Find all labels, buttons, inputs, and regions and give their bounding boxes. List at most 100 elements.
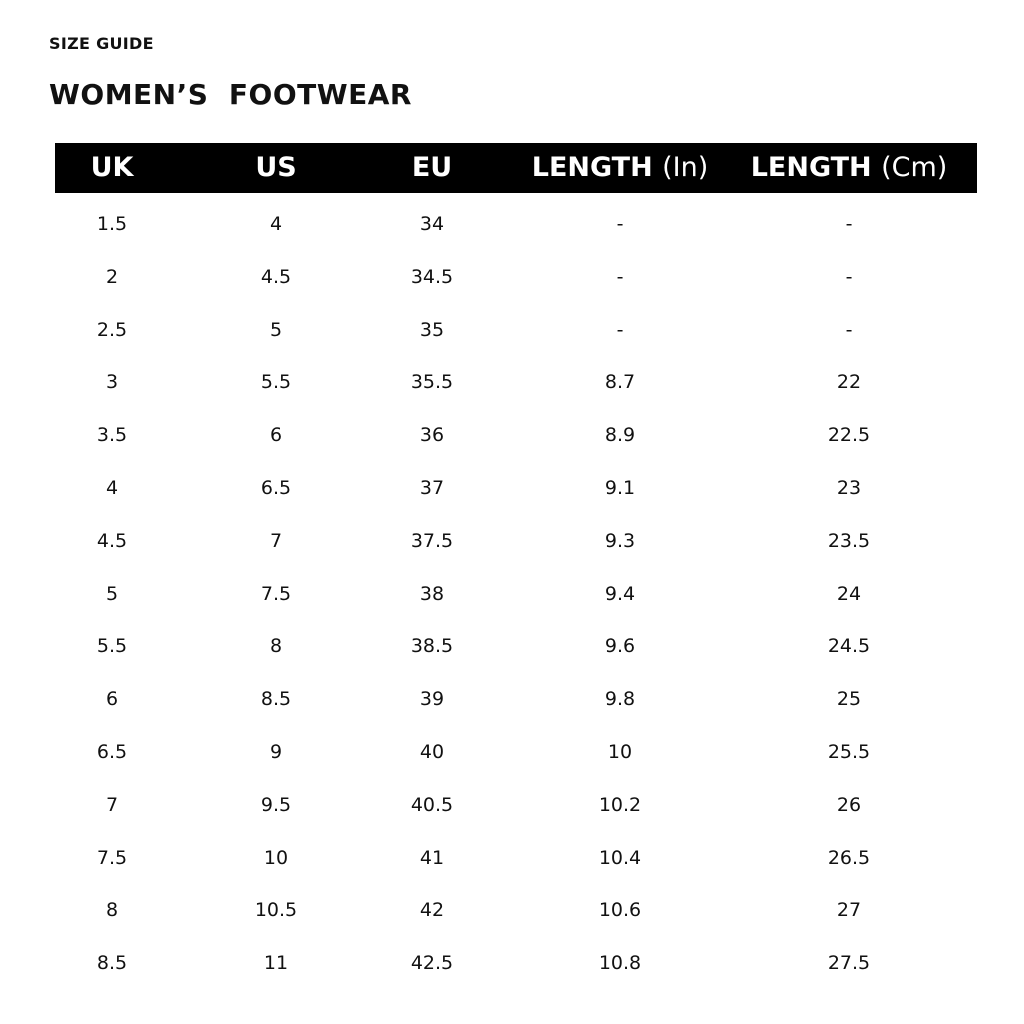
table-header: UK US EU LENGTH (In) LENGTH (Cm) [55, 143, 977, 193]
section-kicker: SIZE GUIDE [49, 34, 154, 53]
table-cell: 4.5 [96, 529, 128, 552]
table-cell: 25 [836, 688, 862, 711]
table-cell: 42.5 [410, 952, 454, 975]
table-cell: 9.3 [604, 529, 636, 552]
table-row: 4 6.5 37 9.1 23 [0, 477, 1024, 507]
table-cell: 35 [419, 318, 445, 341]
table-cell: 27 [836, 899, 862, 922]
table-cell: 9.8 [604, 688, 636, 711]
table-cell: 1.5 [96, 213, 128, 235]
column-header-unit: (Cm) [881, 152, 948, 183]
table-cell: 27.5 [827, 952, 871, 975]
table-row: 2.5 5 35 - - [0, 319, 1024, 349]
table-cell: 10.8 [598, 952, 642, 975]
table-row: 5 7.5 38 9.4 24 [0, 583, 1024, 613]
table-cell: 38.5 [410, 635, 454, 658]
table-cell: 6 [269, 424, 283, 447]
column-header-label: LENGTH [750, 152, 872, 183]
column-header: EU [412, 143, 452, 193]
table-row: 8 10.5 42 10.6 27 [0, 899, 1024, 929]
table-cell: 9.5 [260, 793, 292, 816]
table-cell: 5 [105, 582, 119, 605]
table-cell: 34.5 [410, 265, 454, 288]
table-cell: 6.5 [260, 477, 292, 499]
table-cell: 23.5 [827, 529, 871, 552]
table-cell: 5.5 [96, 635, 128, 658]
table-cell: 4 [269, 213, 283, 235]
table-row: 8.5 11 42.5 10.8 27.5 [0, 952, 1024, 982]
column-header-unit: (In) [662, 152, 709, 183]
table-cell: 36 [419, 424, 445, 447]
table-cell: 34 [419, 213, 445, 235]
table-row: 6 8.5 39 9.8 25 [0, 688, 1024, 718]
table-cell: 8.7 [604, 371, 636, 394]
table-row: 5.5 8 38.5 9.6 24.5 [0, 635, 1024, 665]
table-cell: 24 [836, 582, 862, 605]
table-row: 4.5 7 37.5 9.3 23.5 [0, 530, 1024, 560]
table-cell: 9 [269, 741, 283, 763]
table-cell: 9.6 [604, 635, 636, 658]
table-cell: 24.5 [827, 635, 871, 658]
table-cell: 4 [105, 477, 119, 499]
table-cell: 38 [419, 582, 445, 605]
table-cell: 8 [269, 635, 283, 658]
page-title: WOMEN’S FOOTWEAR [49, 78, 412, 111]
column-header-label: UK [90, 152, 134, 183]
table-cell: - [616, 265, 624, 288]
table-cell: - [616, 213, 624, 235]
table-cell: 3.5 [96, 424, 128, 447]
table-cell: 10 [263, 846, 289, 869]
table-row: 7.5 10 41 10.4 26.5 [0, 847, 1024, 877]
table-cell: 2.5 [96, 318, 128, 341]
table-cell: 22 [836, 371, 862, 394]
table-cell: 25.5 [827, 741, 871, 763]
table-cell: 7 [105, 793, 119, 816]
table-cell: 6 [105, 688, 119, 711]
table-row: 3 5.5 35.5 8.7 22 [0, 371, 1024, 401]
table-row: 3.5 6 36 8.9 22.5 [0, 424, 1024, 454]
table-cell: 41 [419, 846, 445, 869]
table-cell: 10.6 [598, 899, 642, 922]
table-cell: 7 [269, 529, 283, 552]
table-cell: 6.5 [96, 741, 128, 763]
table-cell: 10 [607, 741, 633, 763]
table-cell: 26 [836, 793, 862, 816]
table-cell: 10.2 [598, 793, 642, 816]
column-header-label: EU [411, 152, 453, 183]
table-cell: 3 [105, 371, 119, 394]
column-header: LENGTH (Cm) [751, 143, 948, 193]
table-row: 2 4.5 34.5 - - [0, 266, 1024, 296]
table-cell: - [845, 318, 853, 341]
table-cell: 35.5 [410, 371, 454, 394]
table-cell: 2 [105, 265, 119, 288]
table-cell: 39 [419, 688, 445, 711]
table-cell: 40 [419, 741, 445, 763]
table-cell: 7.5 [260, 582, 292, 605]
table-cell: 10.4 [598, 846, 642, 869]
table-cell: 42 [419, 899, 445, 922]
table-cell: 37.5 [410, 529, 454, 552]
table-cell: 7.5 [96, 846, 128, 869]
table-cell: 37 [419, 477, 445, 499]
table-cell: 5.5 [260, 371, 292, 394]
column-header-label: LENGTH [531, 152, 653, 183]
table-row: 1.5 4 34 - - [0, 213, 1024, 243]
table-cell: 11 [263, 952, 289, 975]
table-cell: 8.5 [260, 688, 292, 711]
column-header: LENGTH (In) [532, 143, 709, 193]
table-cell: 9.1 [604, 477, 636, 499]
column-header-label: US [255, 152, 297, 183]
table-row: 6.5 9 40 10 25.5 [0, 741, 1024, 771]
table-row: 7 9.5 40.5 10.2 26 [0, 794, 1024, 824]
table-cell: 8.5 [96, 952, 128, 975]
table-cell: 26.5 [827, 846, 871, 869]
table-cell: 40.5 [410, 793, 454, 816]
table-cell: 5 [269, 318, 283, 341]
table-cell: - [616, 318, 624, 341]
table-cell: 23 [836, 477, 862, 499]
column-header: US [255, 143, 296, 193]
table-cell: 10.5 [254, 899, 298, 922]
table-cell: 22.5 [827, 424, 871, 447]
table-cell: 4.5 [260, 265, 292, 288]
column-header: UK [91, 143, 134, 193]
